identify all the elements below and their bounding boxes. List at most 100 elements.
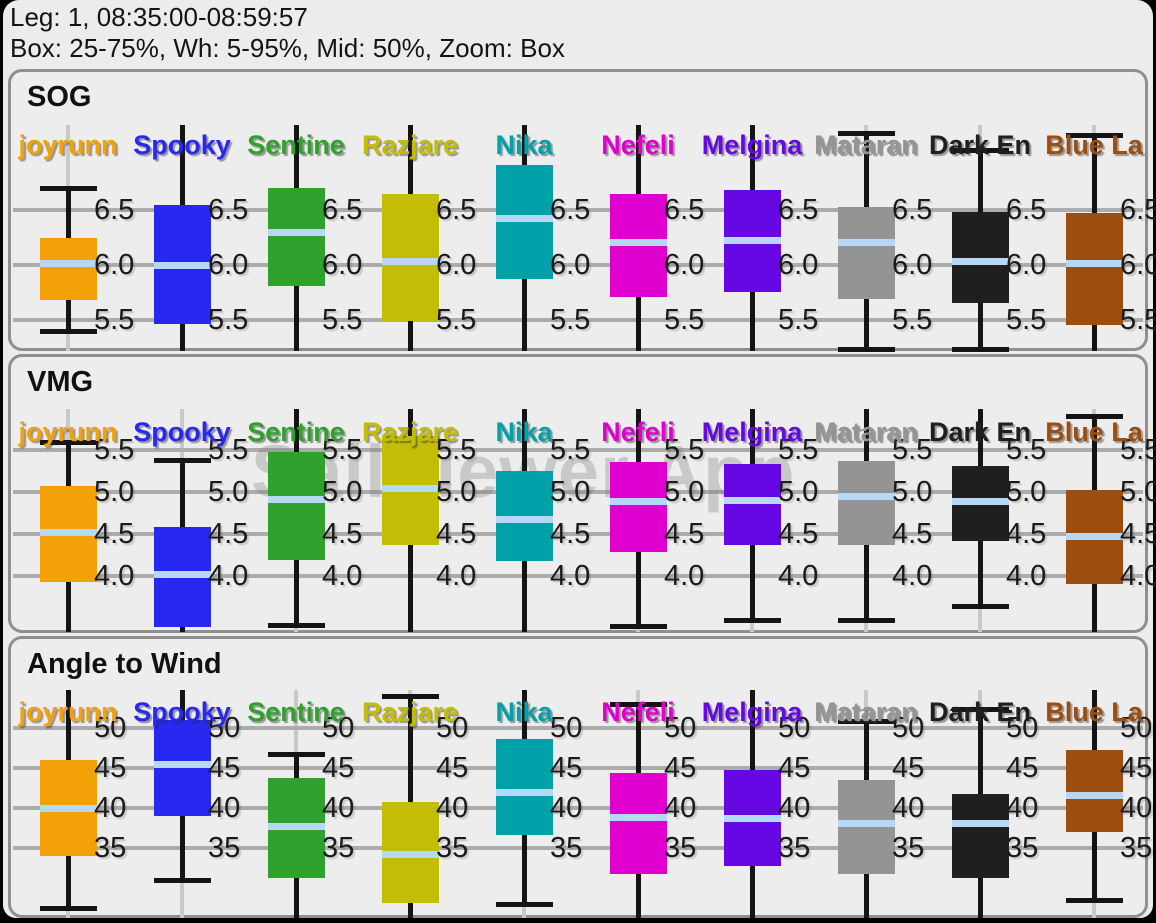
tick-label: 6.5 [778,194,819,226]
whisker-cap-low [952,604,1009,610]
median-line-Spooky [154,761,211,768]
horizontal-gridline [13,846,1143,850]
median-line-Spooky [154,571,211,579]
tick-label: 4.5 [550,518,591,550]
tick-label: 50 [1006,712,1039,744]
tick-label: 50 [208,712,241,744]
tick-label: 6.0 [664,249,705,281]
boat-label-Razjare: Razjare [361,130,459,160]
box-Melgina [724,464,781,545]
tick-label: 40 [892,792,925,824]
tick-label: 35 [1006,832,1039,864]
median-line-Blue La [1066,532,1123,540]
tick-label: 5.5 [664,434,705,466]
panel-vmg[interactable]: VMG SailViewer App 5.5 5.0 4.5 4.0 joyrunn 5.5 5… [8,354,1156,633]
box-Mataran [838,206,895,300]
median-line-Sentine [268,822,325,830]
horizontal-gridline [13,806,1143,810]
median-line-Sentine [268,495,325,503]
tick-label: 5.0 [550,476,591,508]
horizontal-gridline [13,574,1143,578]
panel-title-vmg: VMG [27,366,94,398]
tick-label: 5.0 [1120,476,1156,508]
tick-label: 5.5 [1120,434,1156,466]
tick-label: 4.0 [208,560,249,592]
tick-label: 6.5 [550,194,591,226]
boat-label-Spooky: Spooky [133,130,231,160]
tick-label: 45 [1120,752,1153,784]
tick-label: 5.5 [892,434,933,466]
tick-label: 5.5 [550,304,591,336]
tick-label: 5.5 [550,434,591,466]
panel-sog[interactable]: SOG 6.5 6.0 5.5 joyrunn 6.5 6.0 5.5 Spooky 6.5 6.0… [8,69,1156,352]
tick-label: 5.0 [94,476,135,508]
boat-label-joyrunn: joyrunn [18,697,118,727]
boat-label-Dark En: Dark En [928,697,1032,727]
tick-label: 4.5 [436,518,477,550]
tick-label: 45 [1006,752,1039,784]
tick-label: 45 [436,752,469,784]
tick-label: 40 [208,792,241,824]
whisker-cap-low [838,617,895,623]
horizontal-gridline [13,208,1143,212]
tick-label: 35 [778,832,811,864]
boat-label-Spooky: Spooky [133,417,231,447]
tick-label: 5.5 [208,434,249,466]
tick-label: 50 [892,712,925,744]
tick-label: 4.0 [1120,560,1156,592]
box-joyrunn [40,237,97,301]
tick-label: 40 [1006,792,1039,824]
tick-label: 40 [1120,792,1153,824]
tick-label: 50 [1120,712,1153,744]
box-Blue La [1066,213,1123,326]
panel-atw[interactable]: Angle to Wind 50 45 40 35 joyrunn 50 45 40 35 Spoo… [8,636,1152,918]
tick-label: 45 [664,752,697,784]
boat-label-Nefeli: Nefeli [601,417,675,447]
box-Dark En [952,794,1009,879]
tick-label: 50 [664,712,697,744]
whisker-cap-high [610,702,667,707]
whisker-cap-high [40,186,97,191]
tick-label: 5.5 [94,434,135,466]
whisker-cap-high [952,147,1009,153]
tick-label: 5.5 [1120,304,1156,336]
boat-label-joyrunn: joyrunn [18,130,118,160]
boat-label-Blue La: Blue La [1045,417,1143,447]
boat-label-Nika: Nika [495,130,553,160]
box-Mataran [838,460,895,545]
horizontal-gridline [13,448,1143,452]
median-line-Mataran [838,820,895,828]
tick-label: 4.5 [94,518,135,550]
tick-label: 35 [892,832,925,864]
median-line-Nika [496,214,553,222]
header-leg-info: Leg: 1, 08:35:00-08:59:57 [10,2,308,32]
tick-label: 5.5 [322,434,363,466]
whisker-cap-low [610,624,667,630]
tick-label: 40 [436,792,469,824]
tick-label: 6.0 [892,249,933,281]
whisker-cap-low [838,346,895,352]
tick-label: 6.0 [208,249,249,281]
boat-label-Sentine: Sentine [247,130,345,160]
tick-label: 4.5 [322,518,363,550]
tick-label: 4.0 [550,560,591,592]
boat-label-Sentine: Sentine [247,417,345,447]
median-line-Mataran [838,493,895,501]
tick-label: 4.5 [778,518,819,550]
horizontal-gridline [13,490,1143,494]
tick-label: 4.5 [892,518,933,550]
tick-label: 5.5 [322,304,363,336]
median-line-Melgina [724,496,781,504]
boat-label-Dark En: Dark En [928,130,1032,160]
tick-label: 35 [436,832,469,864]
tick-label: 35 [1120,832,1153,864]
tick-label: 5.5 [664,304,705,336]
boat-label-Melgina: Melgina [701,130,803,160]
tick-label: 6.5 [94,194,135,226]
tick-label: 6.5 [208,194,249,226]
tick-label: 5.5 [94,304,135,336]
tick-label: 5.5 [208,304,249,336]
median-line-Nefeli [610,238,667,246]
tick-label: 45 [322,752,355,784]
median-line-Blue La [1066,792,1123,800]
